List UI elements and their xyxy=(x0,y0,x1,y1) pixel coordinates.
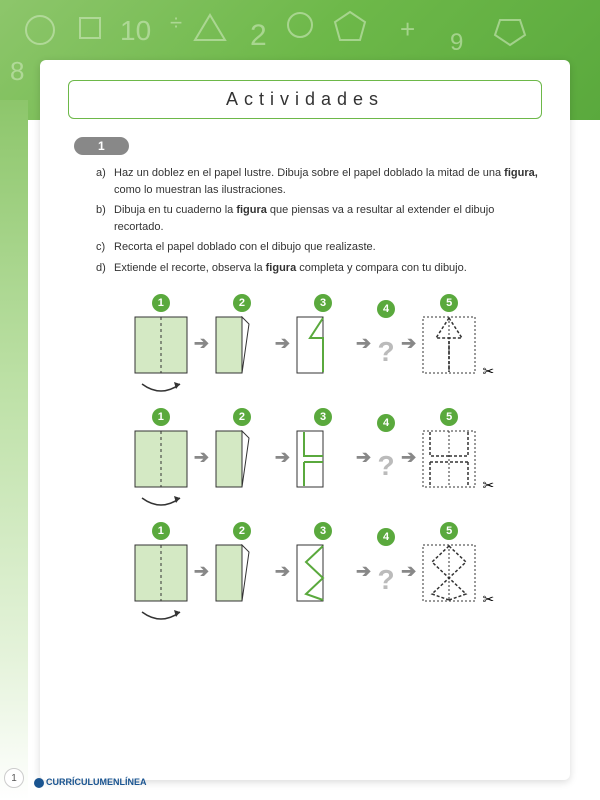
instruction-list: a)Haz un doblez en el papel lustre. Dibu… xyxy=(96,165,542,276)
step-number: 2 xyxy=(233,522,251,540)
tile xyxy=(134,316,188,374)
arrow-icon: ➔ xyxy=(275,561,290,582)
arrow-icon: ➔ xyxy=(356,333,371,354)
page-card: Actividades 1 a)Haz un doblez en el pape… xyxy=(40,60,570,780)
instruction-item: b)Dibuja en tu cuaderno la figura que pi… xyxy=(96,202,542,235)
side-gradient xyxy=(0,100,28,800)
arrow-icon: ➔ xyxy=(356,447,371,468)
svg-text:÷: ÷ xyxy=(170,10,182,35)
tile xyxy=(215,316,269,374)
question-mark: ? xyxy=(378,564,395,596)
step-1: 1 xyxy=(134,294,188,374)
scissors-icon: ✂ xyxy=(482,591,494,608)
arrow-icon: ➔ xyxy=(194,561,209,582)
step-2: 2 xyxy=(215,408,269,488)
step-4: 4? xyxy=(377,300,395,368)
tile xyxy=(134,430,188,488)
step-3: 3 xyxy=(296,294,350,374)
step-4: 4? xyxy=(377,414,395,482)
footer-logo: CURRÍCULUMENLÍNEA xyxy=(34,777,147,788)
svg-text:+: + xyxy=(400,14,415,44)
arrow-icon: ➔ xyxy=(356,561,371,582)
arrow-icon: ➔ xyxy=(194,333,209,354)
tile xyxy=(296,316,350,374)
arrow-icon: ➔ xyxy=(401,561,416,582)
step-number: 3 xyxy=(314,522,332,540)
arrow-icon: ➔ xyxy=(401,447,416,468)
step-number: 5 xyxy=(440,408,458,426)
arrow-icon: ➔ xyxy=(275,333,290,354)
step-number: 4 xyxy=(377,300,395,318)
arrow-icon: ➔ xyxy=(275,447,290,468)
scissors-icon: ✂ xyxy=(482,477,494,494)
step-2: 2 xyxy=(215,522,269,602)
scissors-icon: ✂ xyxy=(482,363,494,380)
tile: ✂ xyxy=(422,316,476,374)
step-number: 2 xyxy=(233,294,251,312)
svg-text:10: 10 xyxy=(120,15,151,46)
step-5: 5✂ xyxy=(422,522,476,602)
step-number: 4 xyxy=(377,414,395,432)
step-4: 4? xyxy=(377,528,395,596)
tile xyxy=(296,544,350,602)
question-mark: ? xyxy=(378,450,395,482)
tile xyxy=(296,430,350,488)
step-number: 1 xyxy=(152,408,170,426)
step-1: 1 xyxy=(134,408,188,488)
diagram-rows: 1➔2➔3➔4?➔5✂1➔2➔3➔4?➔5✂1➔2➔3➔4?➔5✂ xyxy=(68,294,542,602)
arrow-icon: ➔ xyxy=(401,333,416,354)
step-2: 2 xyxy=(215,294,269,374)
tile xyxy=(215,544,269,602)
instruction-item: c)Recorta el papel doblado con el dibujo… xyxy=(96,239,542,256)
step-number: 3 xyxy=(314,408,332,426)
svg-text:9: 9 xyxy=(450,29,463,56)
instruction-item: d)Extiende el recorte, observa la figura… xyxy=(96,260,542,277)
svg-text:8: 8 xyxy=(10,56,24,86)
step-number: 1 xyxy=(152,522,170,540)
step-3: 3 xyxy=(296,522,350,602)
step-number: 2 xyxy=(233,408,251,426)
step-5: 5✂ xyxy=(422,294,476,374)
arrow-icon: ➔ xyxy=(194,447,209,468)
step-3: 3 xyxy=(296,408,350,488)
step-number: 4 xyxy=(377,528,395,546)
diagram-row: 1➔2➔3➔4?➔5✂ xyxy=(68,408,542,488)
svg-text:2: 2 xyxy=(250,19,267,52)
tile: ✂ xyxy=(422,430,476,488)
page-title: Actividades xyxy=(68,80,542,119)
step-1: 1 xyxy=(134,522,188,602)
step-number: 3 xyxy=(314,294,332,312)
page-number: 1 xyxy=(4,768,24,788)
diagram-row: 1➔2➔3➔4?➔5✂ xyxy=(68,294,542,374)
step-number: 1 xyxy=(152,294,170,312)
tile xyxy=(215,430,269,488)
step-5: 5✂ xyxy=(422,408,476,488)
tile xyxy=(134,544,188,602)
step-number: 5 xyxy=(440,522,458,540)
tile: ✂ xyxy=(422,544,476,602)
step-number: 5 xyxy=(440,294,458,312)
question-mark: ? xyxy=(378,336,395,368)
instruction-item: a)Haz un doblez en el papel lustre. Dibu… xyxy=(96,165,542,198)
activity-number-badge: 1 xyxy=(74,137,129,155)
diagram-row: 1➔2➔3➔4?➔5✂ xyxy=(68,522,542,602)
